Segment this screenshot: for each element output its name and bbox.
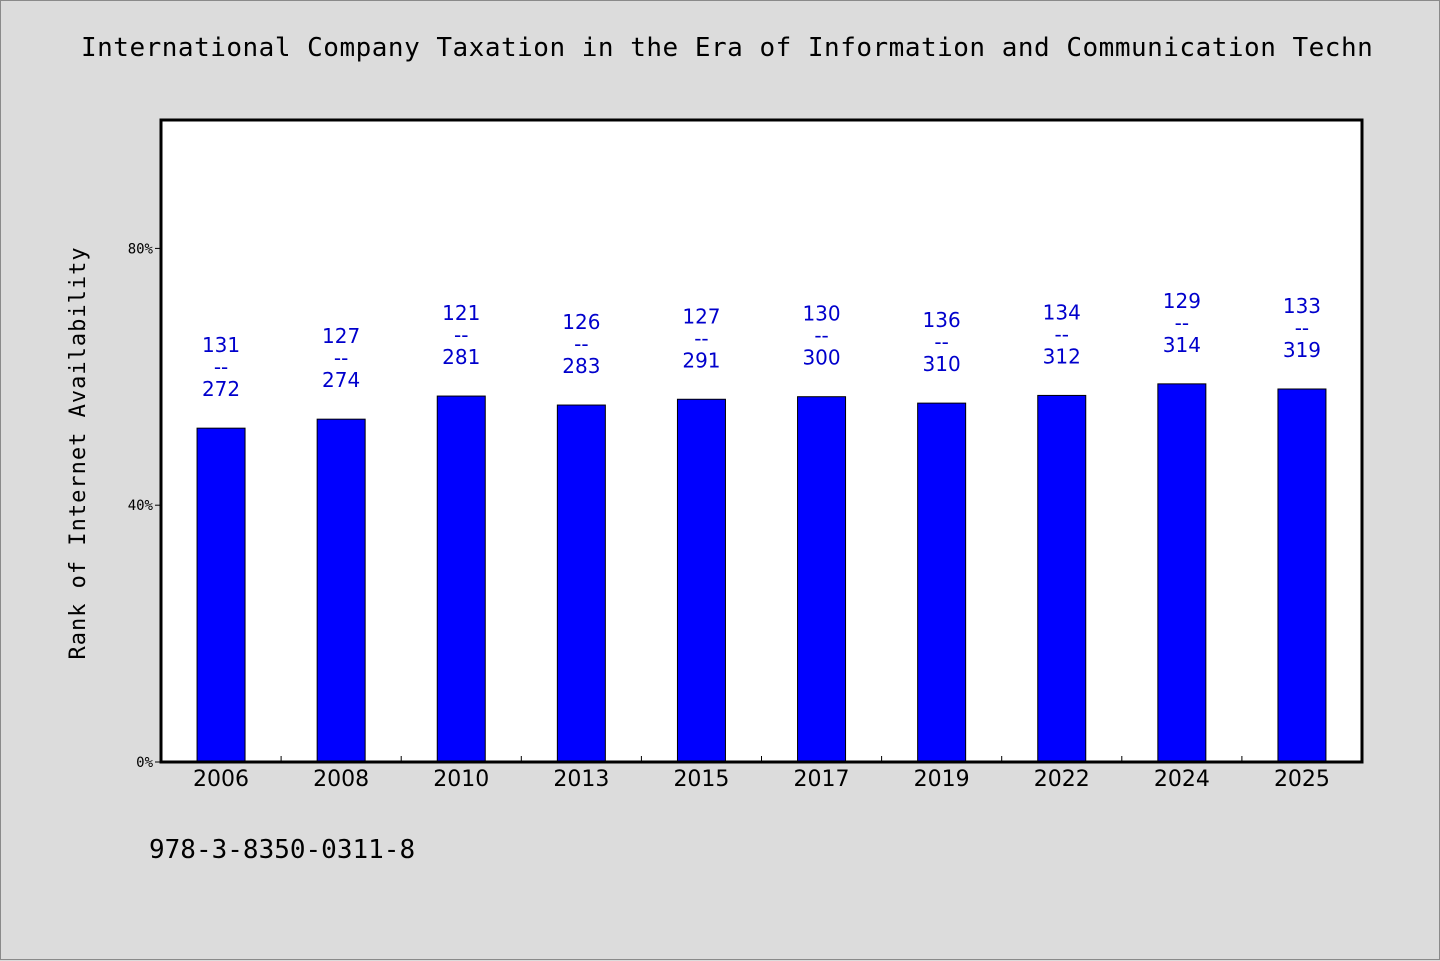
- x-tick-label: 2015: [673, 767, 729, 792]
- x-tick-label: 2017: [794, 767, 850, 792]
- x-tick-label: 2022: [1034, 767, 1090, 792]
- bar: [1037, 394, 1087, 763]
- data-label-top: 130: [802, 302, 840, 326]
- data-label-top: 127: [322, 324, 360, 348]
- data-label-bottom: 291: [682, 348, 720, 372]
- data-label-bottom: 300: [802, 346, 840, 370]
- data-label-top: 127: [682, 304, 720, 328]
- isbn-label: 978-3-8350-0311-8: [149, 835, 416, 865]
- data-label-bottom: 310: [923, 352, 961, 376]
- data-label-separator: --: [454, 323, 468, 347]
- data-label-top: 136: [923, 308, 961, 332]
- data-label-bottom: 314: [1163, 333, 1201, 357]
- data-label-top: 131: [202, 333, 240, 357]
- bar: [676, 398, 726, 763]
- x-tick-label: 2019: [914, 767, 970, 792]
- data-label-separator: --: [934, 330, 948, 354]
- x-tick-label: 2010: [433, 767, 489, 792]
- data-label-separator: --: [1055, 322, 1069, 346]
- y-tick-label: 0%: [136, 755, 153, 771]
- x-axis: 2006 2008 2010 2013 2015 2017 2019 2022 2024 2025: [193, 756, 1330, 792]
- x-tick-label: 2013: [553, 767, 609, 792]
- x-tick-label: 2008: [313, 767, 369, 792]
- bar: [436, 395, 486, 763]
- x-tick-label: 2025: [1274, 767, 1330, 792]
- data-label-separator: --: [694, 326, 708, 350]
- y-tick-label: 80%: [128, 241, 154, 257]
- data-label-top: 121: [442, 301, 480, 325]
- data-label-separator: --: [574, 332, 588, 356]
- bar: [1157, 383, 1207, 763]
- data-label-bottom: 272: [202, 377, 240, 401]
- y-axis-label: Rank of Internet Availability: [66, 246, 91, 659]
- data-label-top: 133: [1283, 294, 1321, 318]
- data-labels: 272--131274--127281--121283--126291--127…: [202, 289, 1321, 401]
- data-label-bottom: 283: [562, 354, 600, 378]
- y-axis: 0% 40% 80%: [128, 241, 161, 771]
- data-label-bottom: 281: [442, 345, 480, 369]
- data-label-separator: --: [1175, 311, 1189, 335]
- data-label-top: 126: [562, 310, 600, 334]
- data-label-bottom: 319: [1283, 338, 1321, 362]
- x-tick-label: 2024: [1154, 767, 1210, 792]
- x-tick-label: 2006: [193, 767, 249, 792]
- y-tick-label: 40%: [128, 498, 154, 514]
- data-label-separator: --: [214, 355, 228, 379]
- data-label-separator: --: [1295, 316, 1309, 340]
- bar: [917, 402, 967, 763]
- bar: [1277, 388, 1327, 763]
- data-label-bottom: 312: [1043, 344, 1081, 368]
- data-label-bottom: 274: [322, 368, 360, 392]
- data-label-top: 134: [1043, 300, 1081, 324]
- bar: [556, 404, 606, 763]
- bar: [797, 396, 847, 763]
- data-label-top: 129: [1163, 289, 1201, 313]
- data-label-separator: --: [334, 346, 348, 370]
- bar: [196, 427, 246, 763]
- bars: [196, 383, 1327, 763]
- plot-border: [159, 118, 1364, 764]
- bar: [316, 418, 366, 763]
- data-label-separator: --: [814, 324, 828, 348]
- chart-title: International Company Taxation in the Er…: [81, 33, 1374, 63]
